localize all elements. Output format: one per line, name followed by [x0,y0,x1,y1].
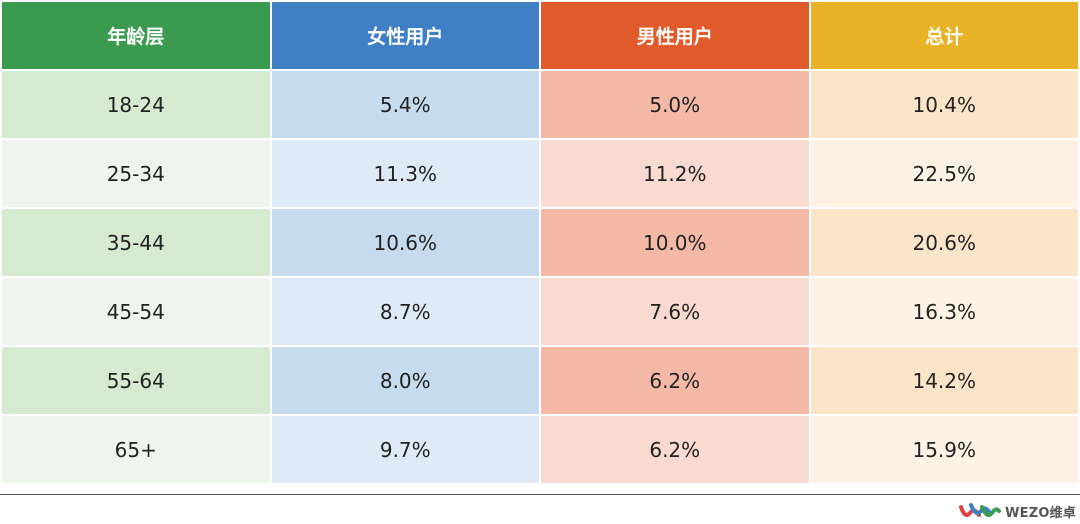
logo-text: WEZO维卓 [1005,505,1076,521]
table-header-row: 年龄层 女性用户 男性用户 总计 [2,2,1078,69]
column-header: 女性用户 [271,2,539,69]
column-header: 年龄层 [2,2,270,69]
value-cell: 10.0% [541,209,809,276]
value-cell: 10.6% [271,209,539,276]
table-row: 65+ 9.7% 6.2% 15.9% [2,416,1078,483]
value-cell: 5.0% [541,71,809,138]
age-group-cell: 45-54 [2,278,270,345]
footer-divider [0,494,1080,495]
value-cell: 8.0% [271,347,539,414]
age-group-cell: 25-34 [2,140,270,207]
value-cell: 6.2% [541,347,809,414]
value-cell: 22.5% [810,140,1078,207]
value-cell: 8.7% [271,278,539,345]
value-cell: 10.4% [810,71,1078,138]
column-header: 总计 [810,2,1078,69]
table-row: 25-34 11.3% 11.2% 22.5% [2,140,1078,207]
user-age-gender-table: 年龄层 女性用户 男性用户 总计 18-24 5.4% 5.0% 10.4% 25-34 11.… [2,2,1078,483]
table-row: 18-24 5.4% 5.0% 10.4% [2,71,1078,138]
wezo-logo-icon [959,503,1002,517]
value-cell: 5.4% [271,71,539,138]
table-row: 55-64 8.0% 6.2% 14.2% [2,347,1078,414]
wezo-logo: WEZO维卓 [959,500,1076,522]
table-row: 35-44 10.6% 10.0% 20.6% [2,209,1078,276]
value-cell: 11.3% [271,140,539,207]
table-body: 18-24 5.4% 5.0% 10.4% 25-34 11.3% 11.2% 22.5% 35… [2,71,1078,483]
value-cell: 11.2% [541,140,809,207]
value-cell: 7.6% [541,278,809,345]
value-cell: 20.6% [810,209,1078,276]
value-cell: 6.2% [541,416,809,483]
column-header: 男性用户 [541,2,809,69]
age-group-cell: 65+ [2,416,270,483]
age-group-cell: 18-24 [2,71,270,138]
value-cell: 15.9% [810,416,1078,483]
table-row: 45-54 8.7% 7.6% 16.3% [2,278,1078,345]
age-group-cell: 35-44 [2,209,270,276]
value-cell: 9.7% [271,416,539,483]
age-group-cell: 55-64 [2,347,270,414]
value-cell: 14.2% [810,347,1078,414]
value-cell: 16.3% [810,278,1078,345]
